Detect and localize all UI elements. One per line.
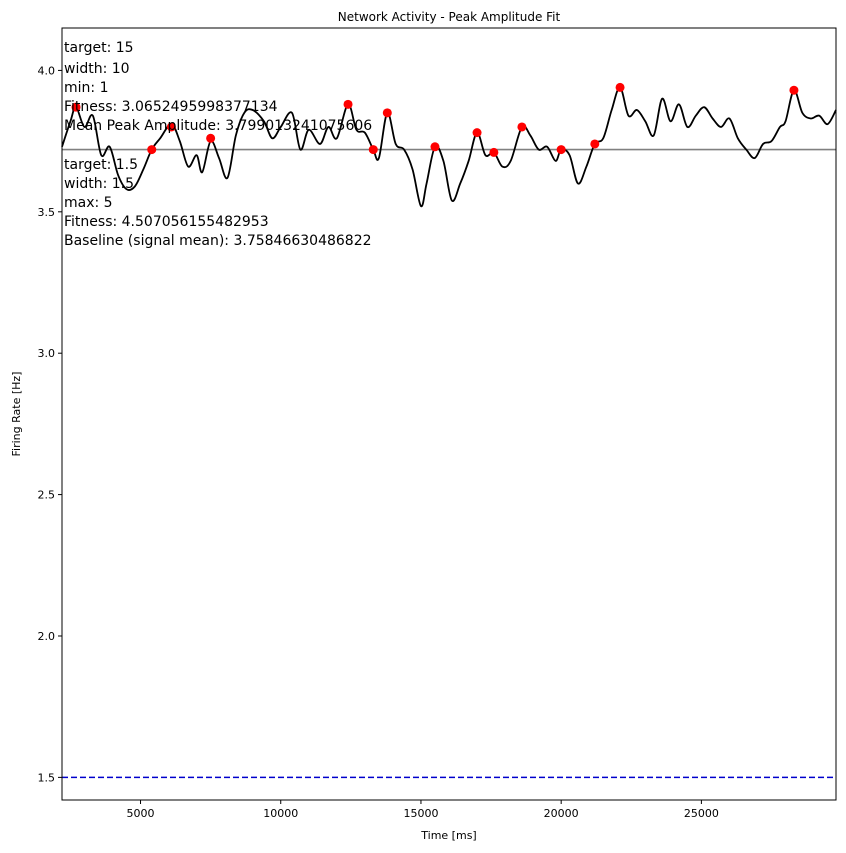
annotation-lower-line: max: 5 (64, 195, 113, 211)
y-tick-label: 2.5 (38, 489, 56, 502)
x-tick-label: 15000 (403, 807, 438, 820)
annotation-upper-line: min: 1 (64, 80, 108, 96)
annotation-upper-line: Mean Peak Amplitude: 3.799013241075606 (64, 118, 372, 134)
annotation-upper-line: Fitness: 3.0652495998377134 (64, 99, 278, 115)
peak-point (590, 139, 600, 149)
x-tick-label: 10000 (263, 807, 298, 820)
y-axis: 1.5 2.0 2.5 3.0 3.5 4.0 (38, 64, 62, 784)
peak-point (517, 122, 527, 132)
x-tick-label: 25000 (684, 807, 719, 820)
peak-point (147, 145, 157, 155)
y-tick-label: 4.0 (38, 64, 56, 77)
x-tick-label: 20000 (544, 807, 579, 820)
signal-line (61, 86, 837, 208)
y-tick-label: 2.0 (38, 630, 56, 643)
x-axis: 5000 10000 15000 20000 25000 (127, 800, 719, 820)
annotation-lower-line: Baseline (signal mean): 3.75846630486822 (64, 233, 372, 249)
peak-point (472, 128, 482, 138)
annotation-upper: target: 15 width: 10 min: 1 Fitness: 3.0… (64, 40, 372, 134)
y-tick-label: 1.5 (38, 771, 56, 784)
peak-point (206, 133, 216, 143)
plot-area (61, 82, 837, 779)
peak-point (615, 82, 625, 92)
peak-point (789, 85, 799, 95)
x-axis-label: Time [ms] (420, 829, 476, 842)
annotation-upper-line: target: 15 (64, 40, 134, 56)
annotation-lower: target: 1.5 width: 1.5 max: 5 Fitness: 4… (64, 157, 372, 249)
y-tick-label: 3.0 (38, 347, 56, 360)
peak-point (556, 145, 566, 155)
plot-frame (61, 27, 837, 801)
annotation-upper-line: width: 10 (64, 61, 130, 77)
chart-title: Network Activity - Peak Amplitude Fit (338, 10, 561, 24)
annotation-lower-line: width: 1.5 (64, 176, 134, 192)
y-tick-label: 3.5 (38, 206, 56, 219)
peak-point (166, 122, 176, 132)
annotation-lower-line: Fitness: 4.507056155482953 (64, 214, 269, 230)
peak-point (71, 102, 81, 112)
peak-point (382, 108, 392, 118)
peak-point (489, 147, 499, 157)
annotation-lower-line: target: 1.5 (64, 157, 138, 173)
peak-point (368, 145, 378, 155)
peak-point (343, 99, 353, 109)
x-tick-label: 5000 (127, 807, 155, 820)
peak-point (430, 142, 440, 152)
y-axis-label: Firing Rate [Hz] (10, 372, 23, 457)
